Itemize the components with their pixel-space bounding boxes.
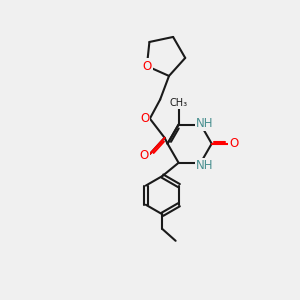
Text: O: O <box>229 137 239 150</box>
Text: O: O <box>140 149 148 162</box>
Text: O: O <box>142 60 152 73</box>
Text: NH: NH <box>196 117 214 130</box>
Text: O: O <box>140 112 149 125</box>
Text: CH₃: CH₃ <box>169 98 188 108</box>
Text: NH: NH <box>196 159 214 172</box>
